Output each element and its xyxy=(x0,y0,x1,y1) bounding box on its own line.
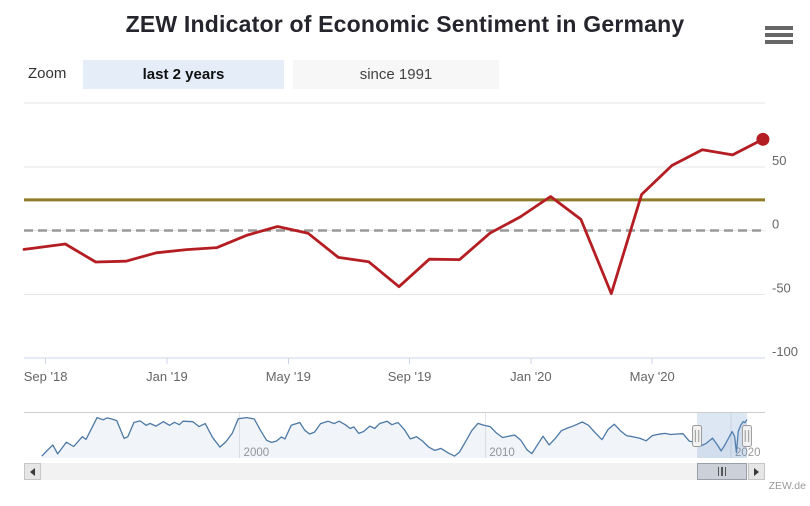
navigator-scrollbar-track[interactable] xyxy=(24,463,765,480)
thumb-grip-icon xyxy=(721,467,723,476)
chart-title: ZEW Indicator of Economic Sentiment in G… xyxy=(125,11,685,37)
x-axis-label: May '19 xyxy=(266,369,311,384)
range-button-last-2-years[interactable]: last 2 years xyxy=(83,60,284,89)
last-value-marker xyxy=(756,132,770,146)
scroll-right-icon xyxy=(754,467,763,476)
navigator-year-label: 2020 xyxy=(735,447,761,459)
y-axis-label: 0 xyxy=(772,217,779,232)
x-axis-label: Sep '19 xyxy=(388,369,432,384)
thumb-grip-icon xyxy=(724,467,727,476)
navigator-year-label: 2000 xyxy=(244,447,270,459)
credits-link[interactable]: ZEW.de xyxy=(768,480,806,492)
scrollbar-left-button[interactable] xyxy=(24,463,41,480)
navigator-left-handle[interactable] xyxy=(692,425,703,447)
x-axis-label: Jan '20 xyxy=(510,369,552,384)
navigator-area xyxy=(41,417,747,458)
y-axis-label: 50 xyxy=(772,153,786,168)
x-axis-label: Sep '18 xyxy=(24,369,68,384)
x-axis-label: Jan '19 xyxy=(146,369,188,384)
scrollbar-thumb[interactable] xyxy=(697,463,747,480)
navigator-line xyxy=(41,416,748,457)
hamburger-icon xyxy=(765,26,793,44)
navigator-year-label: 2010 xyxy=(489,447,515,459)
y-axis-label: -50 xyxy=(772,280,791,295)
thumb-grip-icon xyxy=(717,467,720,476)
sentiment-line xyxy=(22,137,765,296)
navigator-selected-range[interactable] xyxy=(697,413,747,458)
navigator-right-handle[interactable] xyxy=(741,425,752,447)
zoom-label: Zoom xyxy=(28,65,67,82)
scroll-left-icon xyxy=(26,467,35,476)
range-button-since-1991[interactable]: since 1991 xyxy=(293,60,499,89)
scrollbar-right-button[interactable] xyxy=(748,463,765,480)
x-axis-label: May '20 xyxy=(630,369,675,384)
y-axis-label: -100 xyxy=(772,344,798,359)
chart-menu-button[interactable] xyxy=(761,21,797,49)
